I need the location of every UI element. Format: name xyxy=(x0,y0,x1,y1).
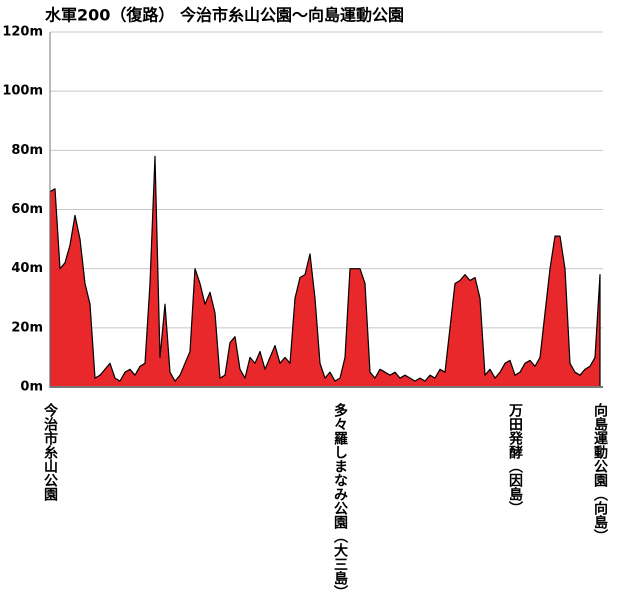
y-tick-label: 80m xyxy=(11,143,43,158)
y-tick-label: 20m xyxy=(11,320,43,335)
x-tick-label: 万田発酵（因島） xyxy=(507,403,524,515)
chart-title: 水軍200（復路） 今治市糸山公園～向島運動公園 xyxy=(45,6,404,25)
elevation-area xyxy=(49,155,601,388)
x-tick-label: 多々羅しまなみ公園（大三島） xyxy=(332,402,349,599)
x-tick-label: 向島運動公園（向島） xyxy=(592,402,609,543)
y-tick-label: 120m xyxy=(2,25,43,40)
x-tick-label: 今治市糸山公園 xyxy=(42,402,59,502)
y-tick-label: 0m xyxy=(20,380,43,395)
y-tick-label: 40m xyxy=(11,261,43,276)
y-tick-label: 60m xyxy=(11,202,43,217)
y-tick-label: 100m xyxy=(2,84,43,99)
